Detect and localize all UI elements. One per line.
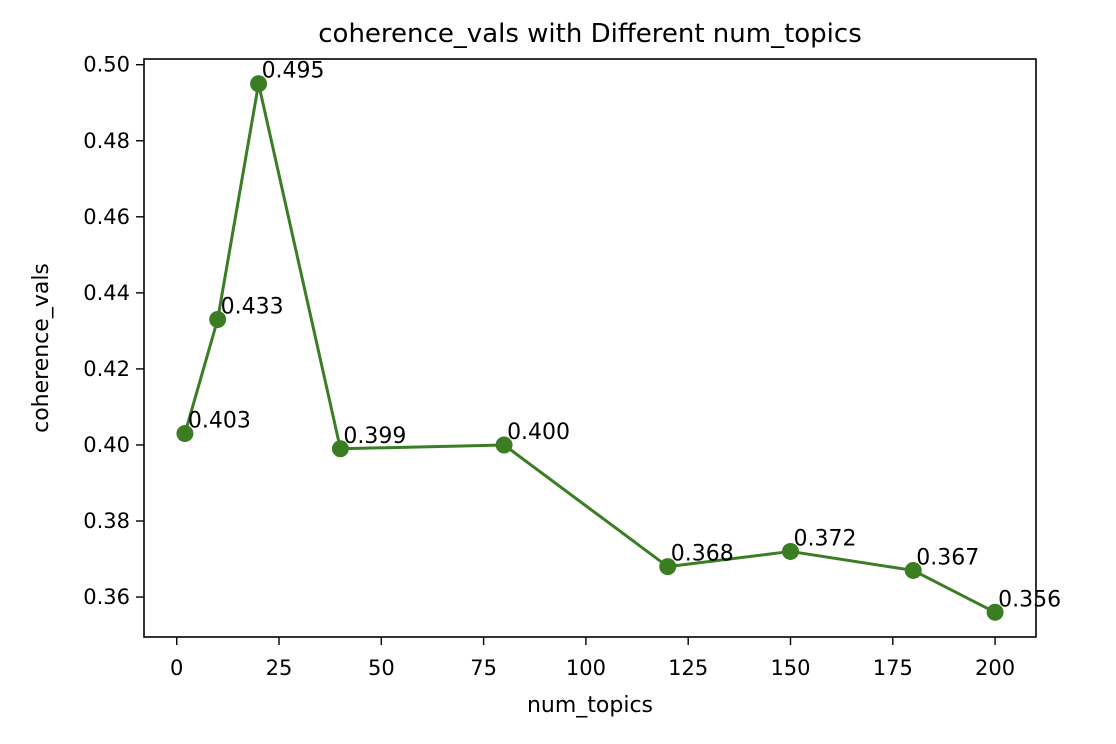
data-label: 0.433 (221, 294, 284, 319)
x-axis: 0 25 50 75 100 125 150 175 200 (170, 637, 1015, 680)
data-label: 0.367 (916, 545, 979, 570)
data-point (331, 440, 349, 458)
axes-frame (143, 58, 1037, 638)
y-axis-label: coherence_vals (29, 263, 54, 433)
data-label: 0.368 (671, 542, 734, 567)
data-label: 0.400 (507, 420, 570, 445)
y-tick-label: 0.42 (83, 357, 130, 381)
y-tick-label: 0.36 (83, 585, 130, 609)
y-tick-label: 0.38 (83, 509, 130, 533)
data-label: 0.399 (343, 424, 406, 449)
y-axis: 0.36 0.38 0.40 0.42 0.44 0.46 0.48 0.50 (83, 53, 144, 609)
x-tick-label: 175 (873, 656, 913, 680)
data-point (781, 542, 799, 560)
y-tick-label: 0.50 (83, 53, 130, 77)
data-point (495, 436, 513, 454)
data-point (209, 310, 227, 328)
x-axis-label: num_topics (527, 693, 653, 718)
x-tick-label: 25 (266, 656, 293, 680)
data-label: 0.403 (188, 409, 251, 434)
data-point (176, 425, 194, 443)
data-label: 0.372 (793, 526, 856, 551)
x-tick-label: 150 (770, 656, 810, 680)
y-tick-label: 0.46 (83, 205, 130, 229)
data-point (659, 558, 677, 576)
y-tick-label: 0.44 (83, 281, 130, 305)
plot-area: 0.403 0.433 0.495 0.399 0.400 0.368 0.372 0.367… (176, 59, 1061, 621)
data-label: 0.356 (998, 587, 1061, 612)
x-tick-label: 100 (566, 656, 606, 680)
x-tick-label: 125 (668, 656, 708, 680)
x-tick-label: 50 (368, 656, 395, 680)
data-point (986, 603, 1004, 621)
x-tick-label: 75 (470, 656, 497, 680)
y-tick-label: 0.40 (83, 433, 130, 457)
chart-title: coherence_vals with Different num_topics (318, 19, 862, 49)
data-point (250, 75, 268, 93)
y-tick-label: 0.48 (83, 129, 130, 153)
data-label: 0.495 (262, 59, 325, 84)
x-tick-label: 200 (975, 656, 1015, 680)
series-line (183, 82, 996, 614)
x-tick-label: 0 (170, 656, 183, 680)
data-point (904, 561, 922, 579)
